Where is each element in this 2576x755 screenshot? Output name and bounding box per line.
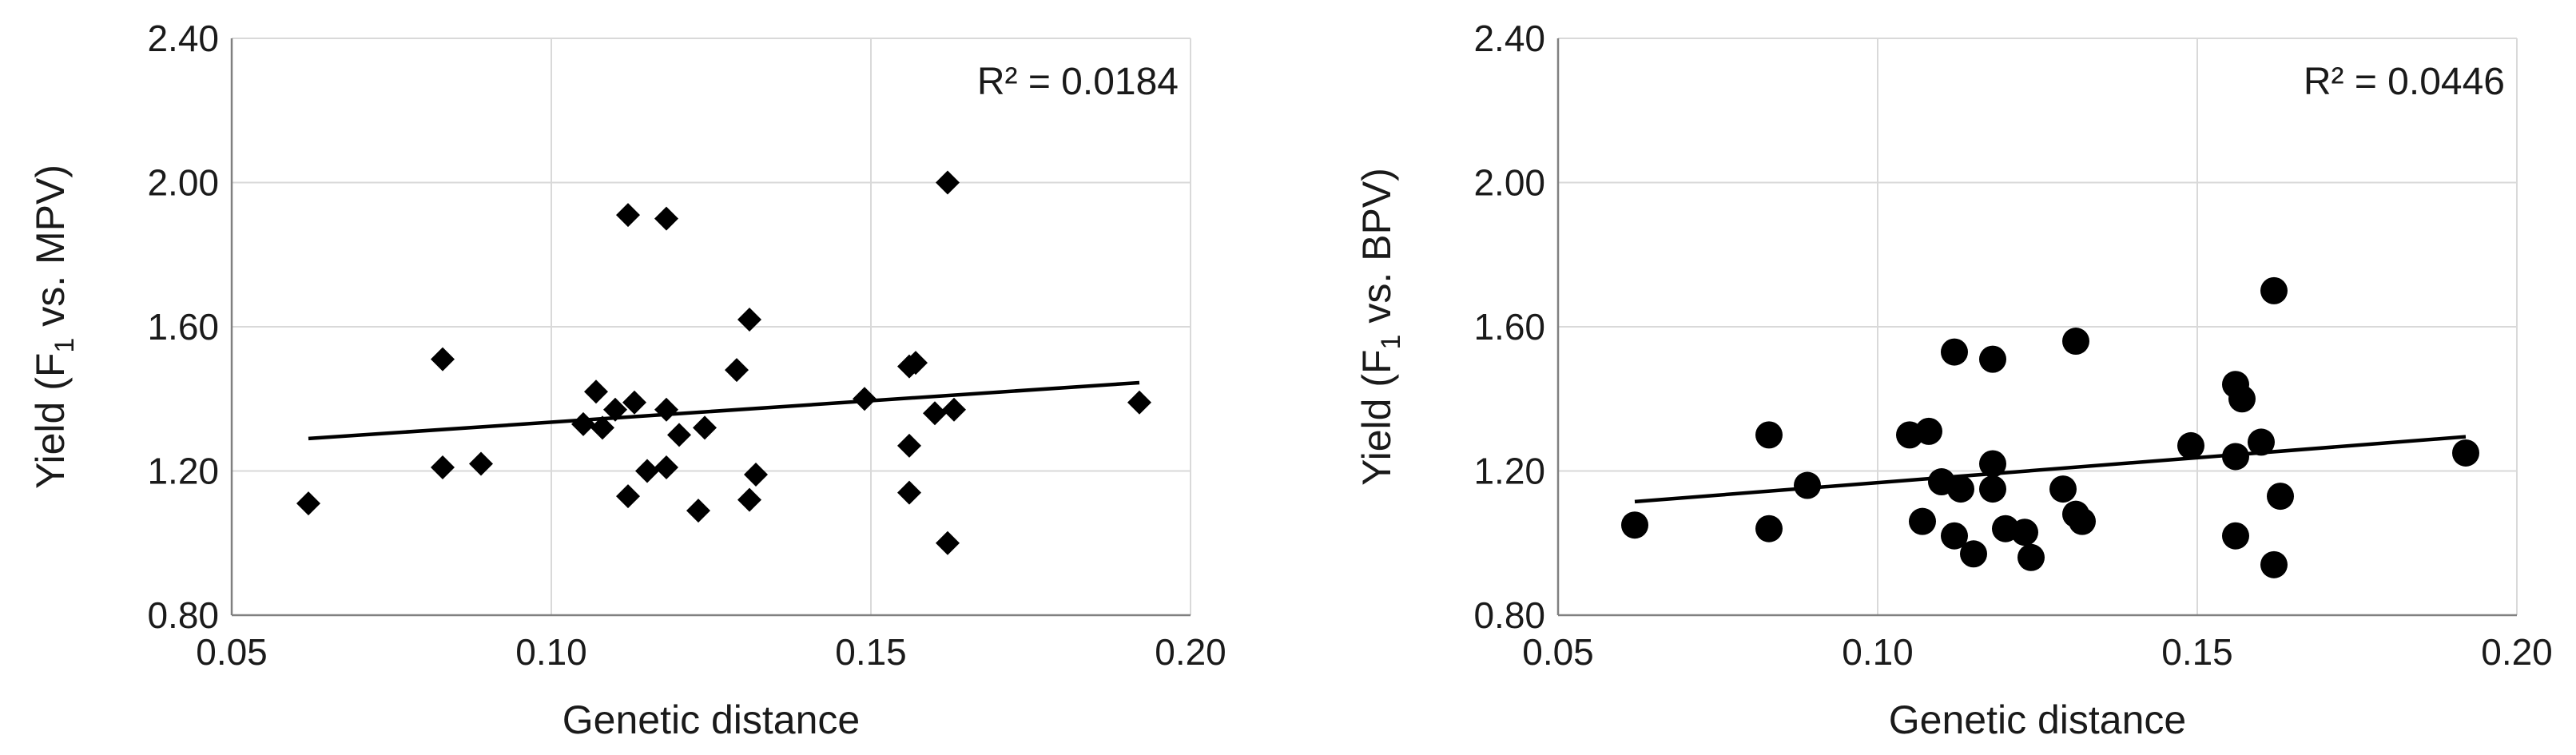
y-tick-label: 2.00 [1473, 162, 1545, 204]
data-point [616, 203, 640, 228]
data-point [2260, 276, 2288, 304]
data-point [693, 415, 717, 440]
x-tick-label: 0.05 [1522, 631, 1594, 673]
chart-bpv: 0.05 0.10 0.15 0.20 0.80 1.20 1.60 2.00 2.40 Gene… [1354, 18, 2553, 742]
y-tick-label: 1.20 [147, 451, 219, 492]
data-point [2049, 475, 2077, 503]
data-point [1909, 507, 1936, 535]
data-point [1979, 345, 2006, 373]
data-point [897, 433, 921, 458]
data-point [571, 411, 595, 436]
data-point [853, 387, 877, 411]
data-point [584, 379, 608, 404]
data-point [2222, 522, 2249, 550]
data-point [942, 397, 966, 422]
data-point [654, 397, 678, 422]
data-point [2452, 439, 2479, 467]
data-point [431, 347, 455, 372]
y-tick-label: 2.00 [147, 162, 219, 204]
x-tick-label: 0.20 [1155, 631, 1226, 673]
data-point [1941, 338, 1968, 366]
trendline [1634, 435, 2467, 504]
data-point [936, 530, 960, 555]
data-point [2248, 428, 2275, 456]
y-axis-title: Yield (F1 vs. MPV) [28, 165, 80, 489]
y-axis-title-suffix: vs. BPV) [1354, 168, 1399, 334]
data-point [1755, 515, 1783, 542]
x-tick-label: 0.15 [2161, 631, 2233, 673]
data-point [1947, 475, 1974, 503]
data-point [1941, 522, 1968, 550]
data-point [725, 358, 749, 383]
data-point [469, 451, 493, 476]
data-point [654, 206, 678, 231]
data-point [2222, 443, 2249, 471]
y-tick-label: 1.60 [147, 306, 219, 348]
data-point [2069, 507, 2096, 535]
r-squared-label: R² = 0.0184 [977, 61, 1179, 103]
data-point [2177, 431, 2204, 459]
x-tick-label: 0.05 [196, 631, 268, 673]
data-point [1960, 540, 1987, 568]
data-point [1915, 417, 1942, 445]
y-axis-title-prefix: Yield (F [28, 353, 73, 489]
data-point [635, 459, 659, 483]
y-axis-title-subscript: 1 [1376, 335, 1406, 350]
data-point [744, 463, 768, 487]
y-tick-label: 2.40 [147, 18, 219, 59]
data-point [897, 480, 921, 505]
x-axis-title: Genetic distance [563, 697, 860, 742]
data-point [431, 455, 455, 479]
data-point [737, 487, 761, 512]
data-point [2062, 328, 2089, 356]
data-point [2011, 519, 2038, 546]
y-axis-title-subscript: 1 [50, 338, 80, 353]
x-tick-label: 0.10 [1842, 631, 1914, 673]
data-point [923, 401, 947, 426]
y-tick-label: 0.80 [1473, 594, 1545, 636]
data-point [616, 484, 640, 509]
data-point [1979, 450, 2006, 478]
y-axis-title-prefix: Yield (F [1354, 349, 1399, 485]
data-point [737, 307, 761, 332]
r-squared-label: R² = 0.0446 [2304, 61, 2505, 103]
y-tick-label: 1.20 [1473, 451, 1545, 492]
data-point [904, 351, 928, 376]
data-point [936, 170, 960, 195]
x-tick-label: 0.20 [2481, 631, 2553, 673]
data-point [2017, 543, 2045, 571]
data-point [1127, 390, 1151, 415]
data-point [667, 423, 691, 447]
x-tick-label: 0.10 [515, 631, 587, 673]
x-axis-title: Genetic distance [1889, 697, 2186, 742]
data-point [296, 491, 320, 516]
y-tick-label: 1.60 [1473, 306, 1545, 348]
data-point [686, 499, 710, 523]
data-point [2267, 483, 2294, 511]
data-point [2228, 385, 2256, 413]
chart-mpv: 0.05 0.10 0.15 0.20 0.80 1.20 1.60 2.00 2.40 Gene… [28, 18, 1226, 742]
data-point [603, 397, 627, 422]
data-point [2260, 550, 2288, 578]
data-point [654, 455, 678, 479]
data-point [1794, 471, 1821, 499]
x-tick-label: 0.15 [835, 631, 907, 673]
y-tick-label: 0.80 [147, 594, 219, 636]
y-axis-title: Yield (F1 vs. BPV) [1354, 168, 1406, 486]
trendline [308, 380, 1140, 441]
y-tick-label: 2.40 [1473, 18, 1545, 59]
data-point [1979, 475, 2006, 503]
data-point [1755, 421, 1783, 449]
data-point [1621, 511, 1648, 539]
data-point [622, 390, 646, 415]
y-axis-title-suffix: vs. MPV) [28, 165, 73, 338]
data-point [590, 415, 614, 440]
